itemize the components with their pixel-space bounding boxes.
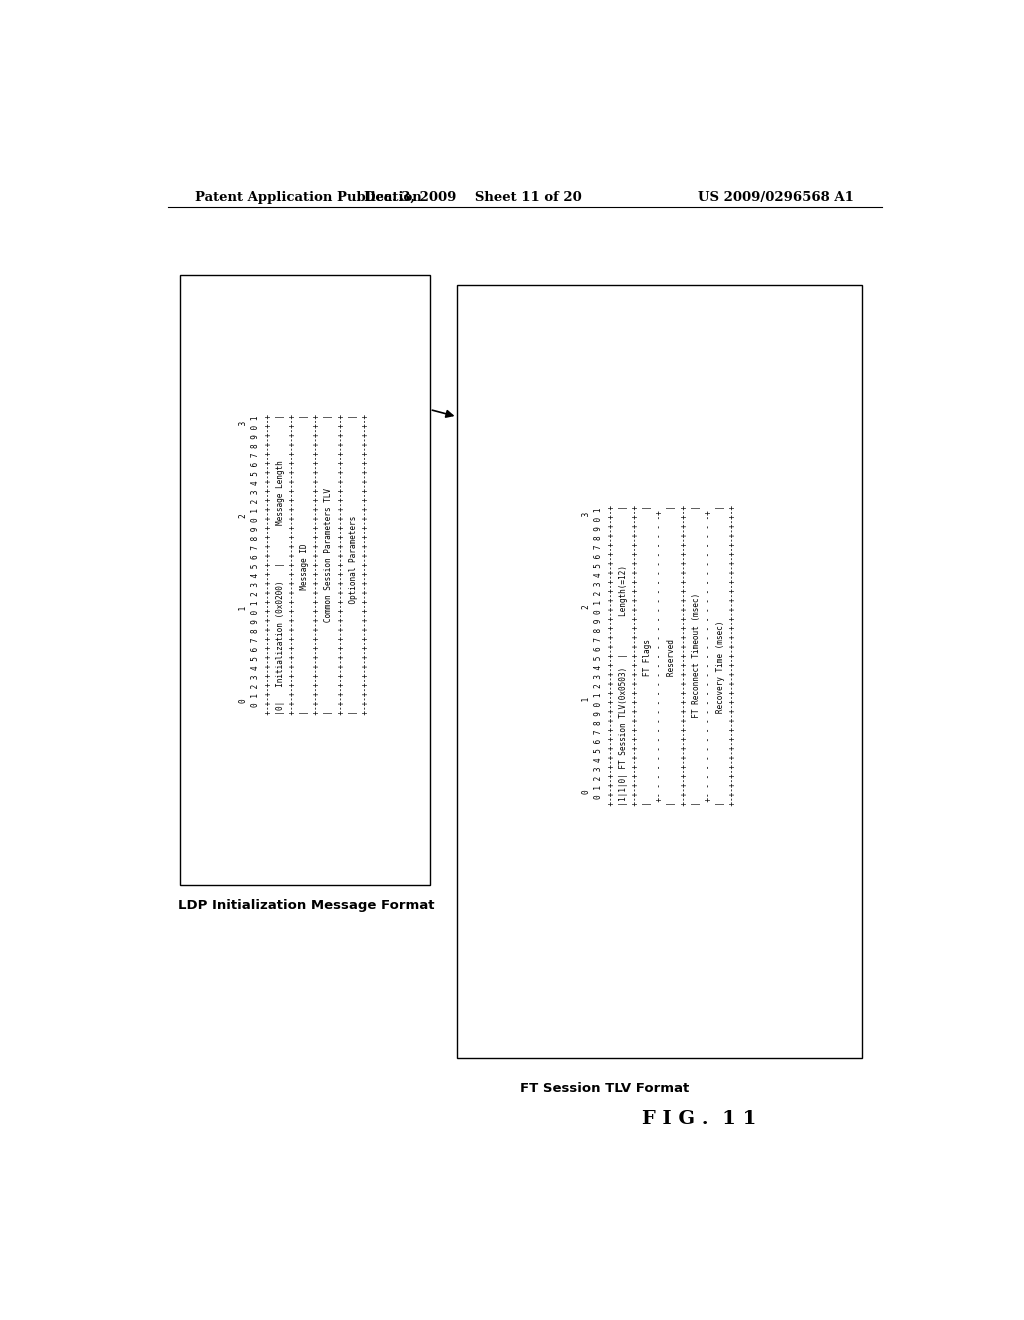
Text: FT Session TLV Format: FT Session TLV Format: [519, 1082, 689, 1094]
Text: 0                   1                   2                   3
        0 1 2 3 4 : 0 1 2 3 0 1 2 3 4: [240, 413, 370, 747]
Text: Dec. 3, 2009    Sheet 11 of 20: Dec. 3, 2009 Sheet 11 of 20: [365, 190, 582, 203]
Bar: [458, 285, 862, 1057]
Bar: [179, 276, 430, 886]
Text: US 2009/0296568 A1: US 2009/0296568 A1: [698, 190, 854, 203]
Text: F I G .  1 1: F I G . 1 1: [642, 1110, 757, 1127]
Text: 0                   1                   2                   3
        0 1 2 3 4 : 0 1 2 3 0 1 2 3 4: [583, 506, 737, 838]
Text: Patent Application Publication: Patent Application Publication: [196, 190, 422, 203]
Text: LDP Initialization Message Format: LDP Initialization Message Format: [178, 899, 435, 912]
